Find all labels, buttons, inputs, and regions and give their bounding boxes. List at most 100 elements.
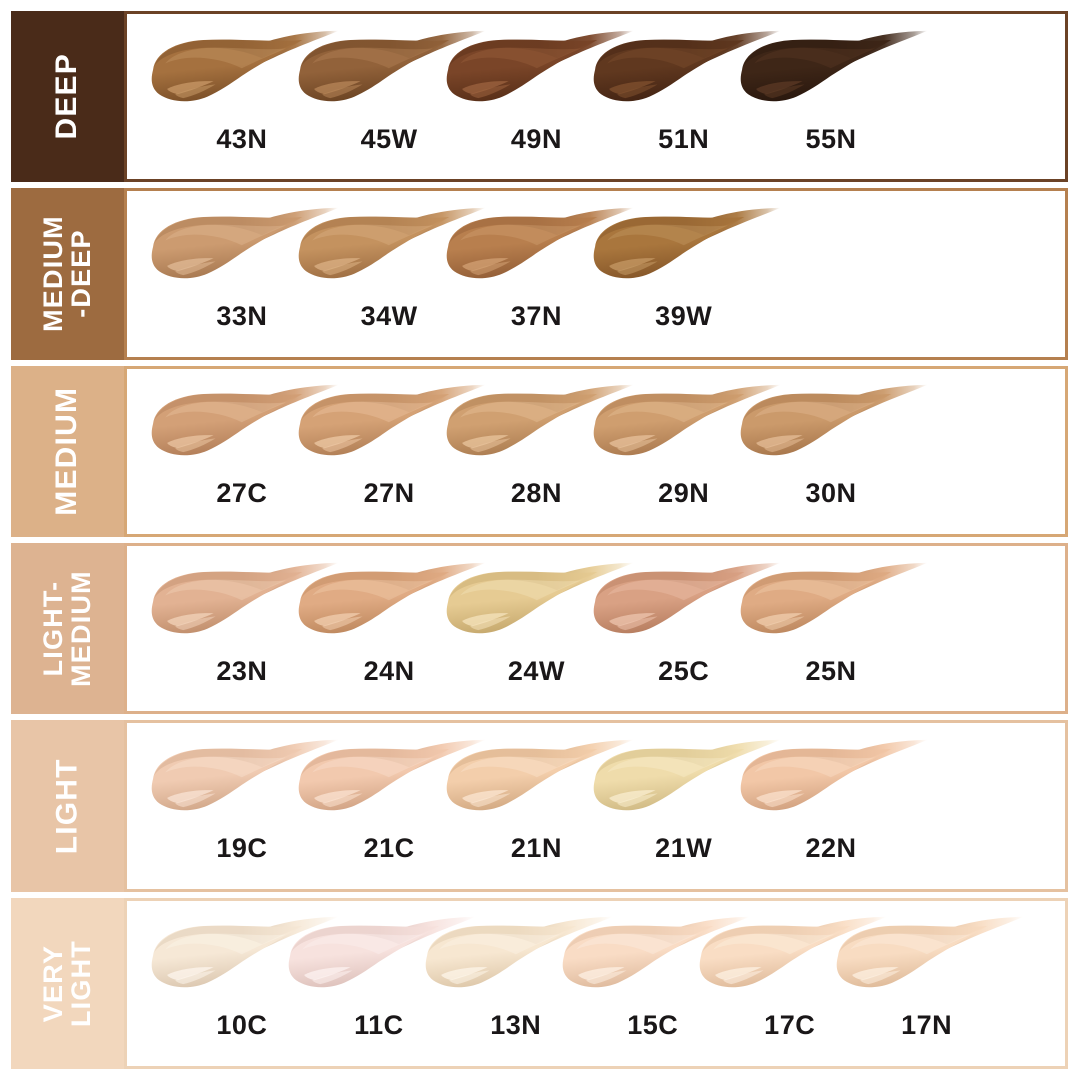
shade-code: 28N <box>510 478 562 509</box>
swatch-cell[interactable]: 17C <box>689 911 891 1066</box>
swatch-cell[interactable]: 28N <box>436 379 638 534</box>
category-label: DEEP <box>50 53 84 140</box>
swatch-panel: 10C 11C 13N 15C 17C 17N <box>124 897 1068 1069</box>
foundation-smear <box>583 24 785 122</box>
foundation-smear <box>436 24 638 122</box>
foundation-smear <box>141 379 343 477</box>
shade-code: 43N <box>216 123 268 154</box>
foundation-smear <box>689 911 891 1009</box>
category-label-line1: MEDIUM <box>37 215 68 333</box>
swatch-cell[interactable]: 37N <box>436 201 638 356</box>
swatch-strip: 19C 21C 21N 21W 22N <box>127 723 1065 888</box>
smear-shape-icon <box>587 562 789 646</box>
shade-code: 37N <box>510 301 562 332</box>
swatch-cell[interactable]: 33N <box>141 201 343 356</box>
category-label-line2: -DEEP <box>65 229 96 319</box>
category-block: LIGHT <box>11 720 124 892</box>
smear-shape-icon <box>292 739 494 823</box>
shade-code: 33N <box>216 301 268 332</box>
swatch-cell[interactable]: 29N <box>583 379 785 534</box>
swatch-cell[interactable]: 22N <box>730 733 932 888</box>
shade-code: 45W <box>360 123 418 154</box>
smear-shape-icon <box>292 207 494 291</box>
smear-shape-icon <box>587 739 789 823</box>
swatch-cell[interactable]: 10C <box>141 911 343 1066</box>
shade-code: 24N <box>363 655 415 686</box>
category-label: LIGHT- MEDIUM <box>38 570 96 687</box>
smear-shape-icon <box>830 916 1032 1000</box>
foundation-smear <box>826 911 1028 1009</box>
swatch-strip: 33N 34W 37N 39W <box>127 191 1065 356</box>
swatch-cell[interactable]: 15C <box>552 911 754 1066</box>
swatch-cell[interactable]: 45W <box>288 24 490 179</box>
foundation-smear <box>288 379 490 477</box>
swatch-cell[interactable]: 25C <box>583 556 785 711</box>
shade-code: 23N <box>216 655 268 686</box>
smear-shape-icon <box>292 30 494 114</box>
foundation-smear <box>278 911 480 1009</box>
category-label-line1: DEEP <box>50 53 84 140</box>
swatch-cell[interactable]: 30N <box>730 379 932 534</box>
swatch-cell[interactable]: 49N <box>436 24 638 179</box>
swatch-cell[interactable]: 17N <box>826 911 1028 1066</box>
smear-shape-icon <box>145 562 347 646</box>
swatch-cell[interactable]: 27C <box>141 379 343 534</box>
category-block: LIGHT- MEDIUM <box>11 542 124 715</box>
smear-shape-icon <box>145 207 347 291</box>
foundation-smear <box>730 556 932 654</box>
shade-code: 27N <box>363 478 415 509</box>
swatch-cell[interactable]: 19C <box>141 733 343 888</box>
swatch-cell[interactable]: 27N <box>288 379 490 534</box>
foundation-smear <box>436 733 638 831</box>
swatch-cell[interactable]: 24W <box>436 556 638 711</box>
category-label-line1: LIGHT <box>50 757 84 854</box>
swatch-strip: 23N 24N 24W 25C 25N <box>127 546 1065 711</box>
smear-shape-icon <box>734 739 936 823</box>
swatch-cell[interactable]: 24N <box>288 556 490 711</box>
smear-shape-icon <box>292 562 494 646</box>
swatch-cell[interactable]: 34W <box>288 201 490 356</box>
swatch-strip: 43N 45W 49N 51N 55N <box>127 14 1065 179</box>
swatch-cell[interactable]: 25N <box>730 556 932 711</box>
swatch-panel: 19C 21C 21N 21W 22N <box>124 720 1068 892</box>
smear-shape-icon <box>145 30 347 114</box>
swatch-panel: 43N 45W 49N 51N 55N <box>124 11 1068 183</box>
swatch-cell[interactable]: 11C <box>278 911 480 1066</box>
smear-shape-icon <box>556 916 758 1000</box>
smear-shape-icon <box>145 916 347 1000</box>
shade-code: 17N <box>901 1010 953 1041</box>
swatch-cell[interactable]: 21N <box>436 733 638 888</box>
swatch-cell[interactable]: 21W <box>583 733 785 888</box>
swatch-cell[interactable]: 55N <box>730 24 932 179</box>
swatch-cell[interactable]: 21C <box>288 733 490 888</box>
smear-shape-icon <box>292 384 494 468</box>
foundation-smear <box>730 733 932 831</box>
swatch-cell[interactable]: 13N <box>415 911 617 1066</box>
shade-code: 17C <box>764 1010 816 1041</box>
swatch-cell[interactable]: 23N <box>141 556 343 711</box>
swatch-panel: 33N 34W 37N 39W <box>124 188 1068 360</box>
shade-code: 15C <box>627 1010 679 1041</box>
shade-row-deep: DEEP 43N 45W 49N 51N 55N <box>11 11 1068 183</box>
swatch-cell[interactable]: 51N <box>583 24 785 179</box>
swatch-panel: 27C 27N 28N 29N 30N <box>124 365 1068 537</box>
category-label-line2: LIGHT <box>65 939 96 1027</box>
shade-code: 49N <box>510 123 562 154</box>
swatch-cell[interactable]: 43N <box>141 24 343 179</box>
smear-shape-icon <box>587 384 789 468</box>
foundation-smear <box>141 911 343 1009</box>
shade-code: 25N <box>805 655 857 686</box>
foundation-smear <box>288 556 490 654</box>
smear-shape-icon <box>734 562 936 646</box>
swatch-cell[interactable]: 39W <box>583 201 785 356</box>
swatch-strip: 27C 27N 28N 29N 30N <box>127 369 1065 534</box>
smear-shape-icon <box>145 384 347 468</box>
category-label: VERY LIGHT <box>38 939 96 1027</box>
shade-code: 13N <box>490 1010 542 1041</box>
category-block: VERY LIGHT <box>11 897 124 1069</box>
foundation-smear <box>436 379 638 477</box>
foundation-smear <box>730 24 932 122</box>
shade-code: 29N <box>658 478 710 509</box>
category-block: DEEP <box>11 11 124 183</box>
foundation-smear <box>141 201 343 299</box>
